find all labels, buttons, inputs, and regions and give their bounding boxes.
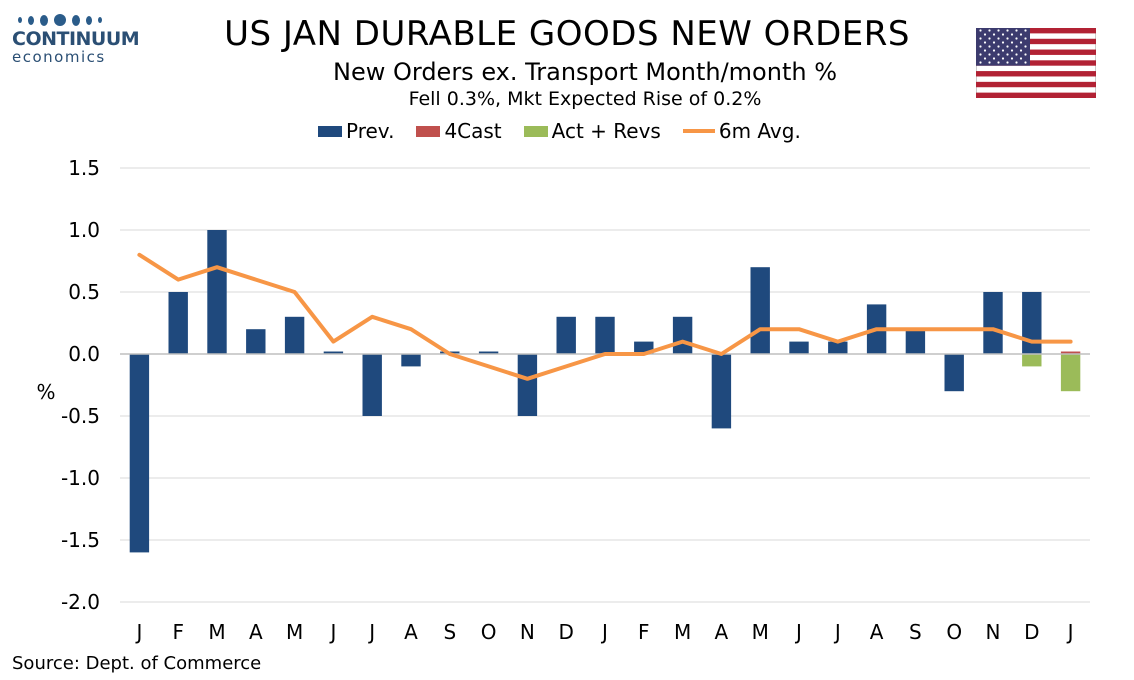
x-tick-label: M <box>674 620 691 644</box>
legend-label: 4Cast <box>444 119 502 143</box>
x-tick-label: O <box>481 620 497 644</box>
bar <box>944 354 964 392</box>
x-tick-label: F <box>172 620 184 644</box>
x-tick-label: J <box>328 620 336 644</box>
bar <box>711 354 732 429</box>
legend-swatch <box>682 129 715 133</box>
bar <box>789 341 809 354</box>
bar <box>246 329 266 354</box>
legend-item: Prev. <box>318 119 394 143</box>
us-flag-icon <box>976 28 1096 98</box>
bar <box>1060 354 1081 392</box>
y-axis-label: % <box>36 380 55 404</box>
x-tick-label: N <box>520 620 535 644</box>
chart-subtitle: New Orders ex. Transport Month/month % <box>333 58 837 86</box>
bar <box>905 329 926 354</box>
legend-label: Prev. <box>346 119 395 143</box>
legend-item: 4Cast <box>416 119 502 143</box>
bar <box>401 354 421 367</box>
bar <box>983 292 1003 354</box>
x-tick-label: J <box>1066 620 1074 644</box>
chart-legend: Prev. 4Cast Act + Revs 6m Avg. <box>318 119 823 143</box>
bar <box>750 267 770 354</box>
x-tick-label: M <box>208 620 225 644</box>
x-tick-label: A <box>404 620 418 644</box>
bar <box>284 316 305 354</box>
continuum-economics-logo: CONTINUUM economics <box>12 14 142 76</box>
y-tick-label: 1.0 <box>68 218 100 242</box>
bar <box>168 292 188 354</box>
bar <box>595 316 615 354</box>
y-tick-label: -1.0 <box>61 466 100 490</box>
bar <box>129 354 150 553</box>
x-tick-label: M <box>752 620 769 644</box>
x-tick-label: A <box>249 620 263 644</box>
logo-name: CONTINUUM <box>12 28 140 50</box>
bar <box>672 316 693 354</box>
y-tick-label: -2.0 <box>61 590 100 614</box>
bar <box>828 341 848 354</box>
legend-swatch <box>523 125 548 137</box>
logo-dots-icon <box>18 14 142 26</box>
y-tick-label: 0.0 <box>68 342 100 366</box>
chart-title: US JAN DURABLE GOODS NEW ORDERS <box>224 14 910 54</box>
x-tick-label: D <box>558 620 573 644</box>
chart-subtitle-secondary: Fell 0.3%, Mkt Expected Rise of 0.2% <box>408 88 762 110</box>
logo-subtitle: economics <box>12 48 106 66</box>
bar <box>362 354 382 416</box>
x-tick-label: M <box>286 620 303 644</box>
bar <box>1022 292 1042 354</box>
x-tick-label: J <box>794 620 802 644</box>
x-tick-label: S <box>909 620 922 644</box>
x-tick-label: J <box>600 620 608 644</box>
bar <box>478 351 499 354</box>
legend-label: 6m Avg. <box>718 119 801 143</box>
y-tick-label: -0.5 <box>61 404 100 428</box>
legend-swatch <box>318 125 342 137</box>
series-line-6m-avg <box>137 252 1073 381</box>
x-tick-label: J <box>134 620 142 644</box>
y-tick-label: 1.5 <box>68 156 100 180</box>
legend-item: Act + Revs <box>523 119 661 143</box>
bar <box>323 351 344 354</box>
legend-swatch <box>416 125 441 137</box>
x-tick-label: J <box>833 620 841 644</box>
x-tick-label: F <box>638 620 650 644</box>
bar <box>207 230 227 354</box>
x-tick-label: S <box>443 620 456 644</box>
source-note: Source: Dept. of Commerce <box>12 653 262 674</box>
bar <box>517 354 538 416</box>
x-tick-label: D <box>1024 620 1039 644</box>
x-tick-label: A <box>870 620 884 644</box>
bar <box>1060 351 1081 354</box>
bar <box>556 316 576 354</box>
x-tick-label: N <box>986 620 1001 644</box>
x-tick-label: A <box>715 620 729 644</box>
legend-label: Act + Revs <box>551 119 661 143</box>
bar <box>1022 354 1042 367</box>
y-tick-label: -1.5 <box>61 528 100 552</box>
legend-item: 6m Avg. <box>682 119 801 143</box>
y-tick-label: 0.5 <box>68 280 100 304</box>
x-tick-label: J <box>367 620 375 644</box>
x-tick-label: O <box>946 620 962 644</box>
